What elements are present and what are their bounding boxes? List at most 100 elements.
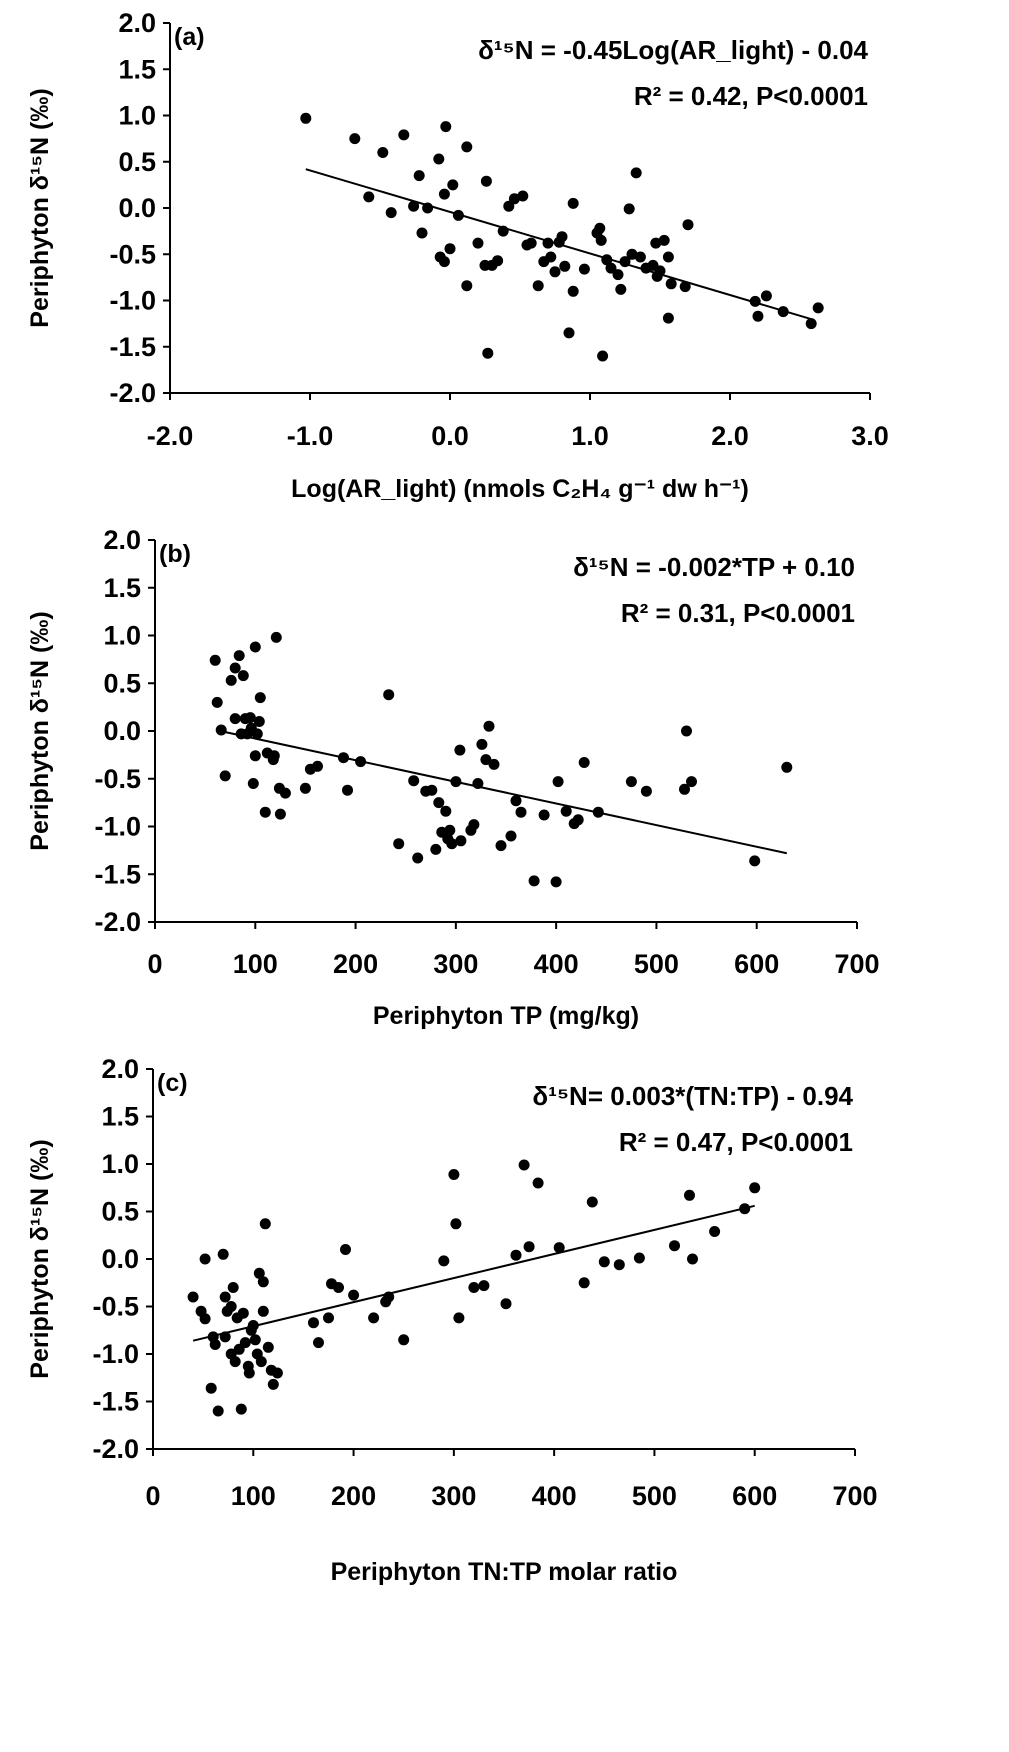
data-point — [777, 306, 789, 318]
data-point — [749, 1182, 761, 1194]
data-point — [212, 1405, 224, 1417]
x-tick-label: 100 — [233, 949, 278, 979]
data-point — [662, 251, 674, 263]
data-point — [259, 806, 271, 818]
data-point — [444, 243, 456, 255]
data-point — [187, 1291, 199, 1303]
x-tick-label: 600 — [734, 949, 779, 979]
regression-stats: R² = 0.31, P<0.0001 — [621, 598, 855, 628]
data-point — [538, 809, 550, 821]
data-point — [595, 234, 607, 246]
data-point — [235, 1403, 247, 1415]
data-point — [239, 1337, 251, 1349]
data-point — [500, 1298, 512, 1310]
data-point — [398, 1334, 410, 1346]
data-point — [634, 251, 646, 263]
data-point — [510, 1249, 522, 1261]
regression-stats: R² = 0.42, P<0.0001 — [634, 81, 868, 111]
panel-1: 2.0 1.5 1.0 0.5 0.0 -0.5 -1.0 -1.5 -2.0 -2.0 -1.0 0… — [26, 8, 889, 503]
data-point — [669, 1240, 680, 1252]
panel-label: (a) — [174, 23, 205, 51]
regression-stats: R² = 0.47, P<0.0001 — [619, 1127, 853, 1157]
x-tick-label: 700 — [832, 1481, 877, 1511]
data-point — [468, 1282, 480, 1293]
data-point — [323, 1312, 334, 1324]
data-point — [679, 783, 690, 795]
data-point — [377, 147, 389, 158]
data-point — [633, 1252, 645, 1264]
x-tick-label: 300 — [433, 949, 478, 979]
data-point — [249, 750, 261, 762]
data-point — [505, 830, 517, 842]
data-point — [623, 203, 635, 215]
data-point — [601, 254, 613, 266]
data-point — [348, 1289, 360, 1301]
y-tick-label: -1.0 — [109, 286, 156, 316]
data-point — [259, 1218, 271, 1230]
y-tick-label: 1.5 — [103, 573, 141, 603]
data-point — [249, 641, 261, 653]
data-point — [398, 129, 410, 141]
data-point — [594, 222, 606, 234]
y-tick-label: 0.5 — [118, 147, 156, 177]
data-point — [267, 1378, 279, 1390]
y-axis-label: Periphyton δ¹⁵N (‰) — [26, 88, 54, 327]
data-point — [525, 237, 537, 249]
data-point — [229, 1356, 241, 1368]
data-point — [413, 170, 425, 182]
data-point — [299, 782, 311, 794]
x-axis-label: Periphyton TN:TP molar ratio — [331, 1558, 678, 1586]
data-point — [243, 1367, 255, 1379]
data-point — [408, 200, 420, 212]
data-point — [586, 1196, 598, 1208]
data-point — [247, 1320, 259, 1331]
data-point — [253, 1267, 265, 1279]
data-point — [684, 1189, 695, 1201]
y-tick-label: 1.5 — [101, 1102, 139, 1132]
data-point — [488, 758, 500, 770]
data-point — [812, 302, 824, 314]
data-point — [510, 795, 522, 807]
trendline — [192, 1204, 755, 1342]
data-point — [679, 281, 691, 293]
data-point — [308, 1317, 319, 1329]
x-tick-label: -1.0 — [287, 421, 334, 451]
data-point — [605, 262, 617, 274]
data-point — [430, 843, 442, 855]
data-point — [578, 263, 590, 275]
data-point — [682, 219, 694, 231]
data-point — [626, 248, 638, 260]
x-tick-label: 700 — [834, 949, 879, 979]
y-tick-label: 0.0 — [118, 193, 156, 223]
data-point — [665, 278, 677, 290]
x-axis-label: Log(AR_light) (nmols C₂H₄ g⁻¹ dw h⁻¹) — [291, 475, 749, 503]
x-tick-label: 500 — [634, 949, 679, 979]
data-point — [199, 1253, 211, 1265]
data-point — [368, 1312, 380, 1324]
data-point — [615, 283, 627, 295]
data-point — [523, 1241, 535, 1253]
y-tick-label: 1.0 — [101, 1149, 139, 1179]
data-point — [408, 775, 420, 787]
data-point — [233, 650, 245, 662]
data-point — [383, 689, 395, 701]
data-point — [453, 1312, 465, 1324]
data-point — [440, 121, 452, 133]
trendline — [219, 730, 788, 855]
data-point — [613, 1259, 625, 1271]
data-point — [271, 1367, 283, 1379]
data-point — [426, 784, 438, 796]
data-point — [268, 750, 280, 762]
data-point — [739, 1203, 751, 1215]
data-point — [752, 310, 764, 322]
data-point — [658, 234, 670, 246]
data-point — [447, 179, 459, 191]
data-point — [440, 805, 452, 817]
data-point — [480, 754, 492, 766]
data-point — [209, 1339, 221, 1350]
x-tick-label: 1.0 — [571, 421, 609, 451]
x-tick-label: -2.0 — [147, 421, 194, 451]
data-point — [687, 1253, 698, 1265]
data-point — [483, 720, 495, 732]
